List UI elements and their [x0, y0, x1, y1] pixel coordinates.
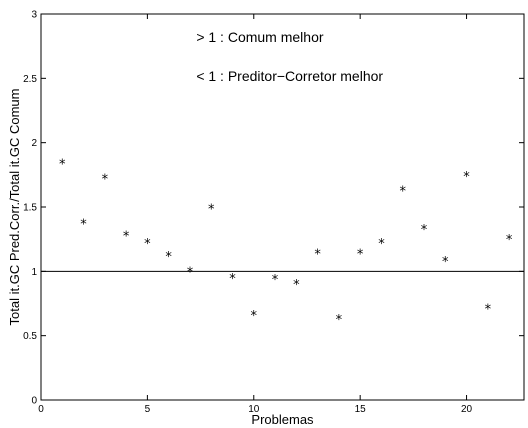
plot-area [40, 13, 525, 401]
annotations: > 1 : Comum melhor < 1 : Preditor−Correto… [196, 29, 383, 84]
data-point: * [485, 303, 492, 318]
data-point: * [80, 218, 87, 233]
x-tick-label: 5 [145, 404, 151, 415]
data-point: * [357, 247, 364, 262]
data-point: * [102, 173, 109, 188]
x-tick-label: 15 [355, 404, 367, 415]
data-point: * [272, 273, 279, 288]
x-axis-label: Problemas [251, 412, 314, 427]
data-point: * [165, 250, 172, 265]
y-tick-label: 1 [31, 267, 37, 278]
tick-marks [40, 13, 524, 401]
data-point: * [378, 237, 385, 252]
y-axis-label: Total it.GC Pred.Corr./Total it.GC Comum [7, 89, 22, 326]
data-point: * [144, 237, 151, 252]
data-points: * * * * * * * * * * * * * * * * * * * * * * [59, 157, 513, 328]
data-point: * [293, 278, 300, 293]
data-point: * [442, 255, 449, 270]
y-tick-label: 2.5 [23, 74, 37, 85]
data-point: * [336, 313, 343, 328]
data-point: * [314, 247, 321, 262]
data-point: * [251, 309, 258, 324]
y-tick-label: 1.5 [23, 203, 37, 214]
data-point: * [421, 223, 428, 238]
annotation-text: < 1 : Preditor−Corretor melhor [196, 68, 383, 84]
data-point: * [229, 272, 236, 287]
data-point: * [187, 265, 194, 280]
y-tick-labels: 0 0.5 1 1.5 2 2.5 3 [23, 10, 37, 407]
data-point: * [123, 229, 130, 244]
x-tick-label: 10 [248, 404, 260, 415]
y-tick-label: 0.5 [23, 331, 37, 342]
y-tick-label: 0 [31, 396, 37, 407]
data-point: * [399, 184, 406, 199]
annotation-text: > 1 : Comum melhor [196, 29, 324, 45]
y-tick-label: 3 [31, 10, 37, 21]
data-point: * [59, 157, 66, 172]
data-point: * [506, 233, 513, 248]
x-tick-label: 0 [38, 404, 44, 415]
data-point: * [463, 170, 470, 185]
data-point: * [208, 202, 215, 217]
y-tick-label: 2 [31, 138, 37, 149]
x-tick-label: 20 [461, 404, 473, 415]
x-tick-labels: 0 5 10 15 20 [38, 404, 472, 415]
